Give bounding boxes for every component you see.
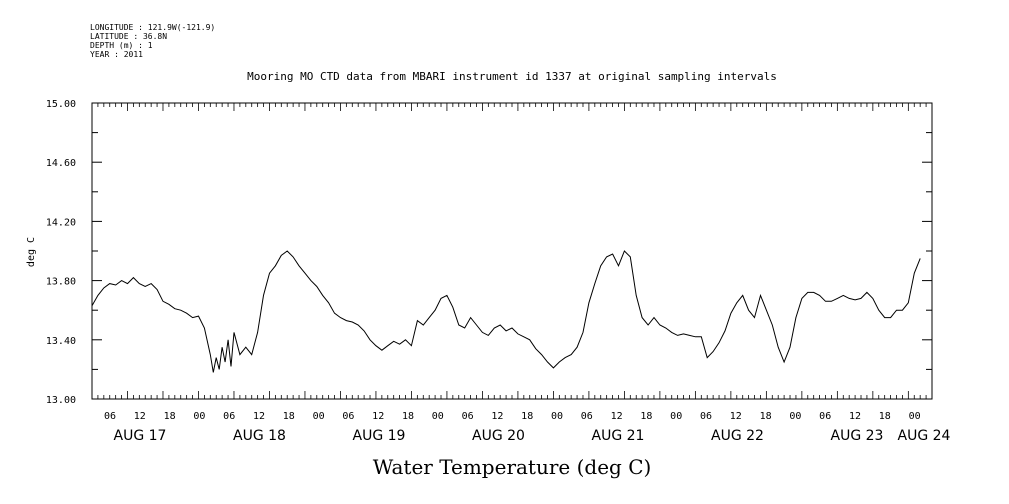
x-hour-tick-label: 18 bbox=[760, 411, 772, 422]
y-axis-ticks: 13.00 13.40 13.80 14.20 14.60 15.00 bbox=[46, 99, 932, 406]
x-hour-tick-label: 06 bbox=[700, 411, 712, 422]
y-tick-label: 14.20 bbox=[46, 217, 76, 228]
x-day-label: AUG 24 bbox=[898, 428, 951, 444]
y-tick-label: 15.00 bbox=[46, 99, 76, 110]
x-day-label: AUG 23 bbox=[831, 428, 884, 444]
x-hour-tick-label: 00 bbox=[551, 411, 563, 422]
y-tick-label: 13.00 bbox=[46, 395, 76, 406]
x-hour-tick-label: 12 bbox=[134, 411, 146, 422]
x-hour-tick-label: 06 bbox=[581, 411, 593, 422]
x-hour-tick-label: 18 bbox=[164, 411, 176, 422]
x-day-label: AUG 20 bbox=[472, 428, 525, 444]
x-hour-tick-label: 12 bbox=[849, 411, 861, 422]
x-hour-tick-label: 12 bbox=[611, 411, 623, 422]
x-hour-tick-label: 00 bbox=[789, 411, 801, 422]
x-hour-tick-label: 06 bbox=[104, 411, 116, 422]
x-hour-tick-label: 06 bbox=[462, 411, 474, 422]
x-hour-tick-label: 18 bbox=[521, 411, 533, 422]
header-latitude: LATITUDE : 36.8N bbox=[90, 32, 167, 41]
header-depth: DEPTH (m) : 1 bbox=[90, 41, 153, 50]
plot-frame bbox=[91, 102, 933, 400]
x-hour-tick-label: 12 bbox=[253, 411, 265, 422]
series-line-water-temperature bbox=[91, 250, 921, 373]
header-longitude: LONGITUDE : 121.9W(-121.9) bbox=[90, 23, 215, 32]
y-axis-label: deg C bbox=[26, 237, 37, 267]
x-day-label: AUG 18 bbox=[233, 428, 286, 444]
x-hour-tick-label: 18 bbox=[879, 411, 891, 422]
x-hour-tick-label: 06 bbox=[819, 411, 831, 422]
x-day-label: AUG 21 bbox=[592, 428, 645, 444]
y-tick-label: 13.80 bbox=[46, 277, 76, 288]
y-tick-label: 13.40 bbox=[46, 336, 76, 347]
x-hour-tick-label: 00 bbox=[909, 411, 921, 422]
x-hour-tick-label: 12 bbox=[491, 411, 503, 422]
x-hour-tick-label: 00 bbox=[313, 411, 325, 422]
x-hour-tick-label: 18 bbox=[402, 411, 414, 422]
x-hour-tick-label: 18 bbox=[283, 411, 295, 422]
x-hour-tick-label: 18 bbox=[640, 411, 652, 422]
x-hour-tick-label: 06 bbox=[342, 411, 354, 422]
x-day-label: AUG 22 bbox=[711, 428, 764, 444]
x-hour-tick-label: 00 bbox=[193, 411, 205, 422]
y-tick-label: 14.60 bbox=[46, 158, 76, 169]
x-hour-tick-label: 00 bbox=[670, 411, 682, 422]
x-axis-ticks: 06 12 18 00 06 12 18 00 06 12 18 00 06 12 18 00 06 12 18 00… bbox=[91, 103, 951, 444]
x-hour-tick-label: 12 bbox=[372, 411, 384, 422]
x-hour-tick-label: 00 bbox=[432, 411, 444, 422]
x-day-label: AUG 17 bbox=[114, 428, 167, 444]
chart-title: Mooring MO CTD data from MBARI instrumen… bbox=[247, 70, 777, 83]
x-hour-tick-label: 06 bbox=[223, 411, 235, 422]
x-axis-title: Water Temperature (deg C) bbox=[373, 455, 652, 479]
header-year: YEAR : 2011 bbox=[90, 50, 143, 59]
x-day-label: AUG 19 bbox=[353, 428, 406, 444]
x-hour-tick-label: 12 bbox=[730, 411, 742, 422]
